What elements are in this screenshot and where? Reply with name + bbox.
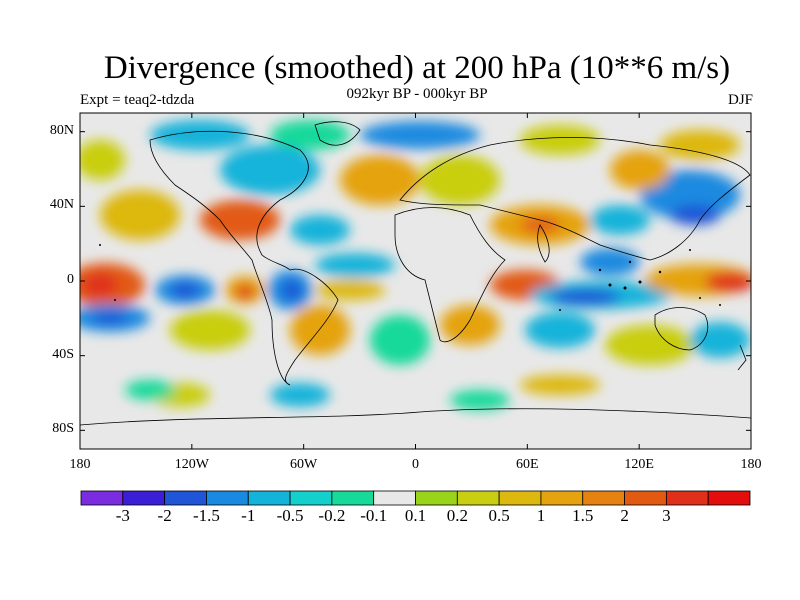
colorbar-swatch xyxy=(582,490,625,506)
colorbar-label: -3 xyxy=(115,506,130,525)
figure-title: Divergence (smoothed) at 200 hPa (10**6 … xyxy=(103,50,731,86)
y-tick-label: 0 xyxy=(67,272,74,287)
y-tick-label: 80N xyxy=(49,122,74,138)
colorbar-label: -1 xyxy=(241,506,256,525)
colorbar-label: 0.5 xyxy=(488,506,510,525)
colorbar-label: -2 xyxy=(157,506,172,525)
figure-subtitle: 092kyr BP - 000kyr BP xyxy=(346,86,488,102)
colorbar-label: 1.5 xyxy=(572,506,594,525)
x-tick-label: 120E xyxy=(624,457,654,472)
x-axis-ticks xyxy=(79,113,752,449)
colorbar-label: 0.2 xyxy=(446,506,468,525)
x-tick-label: 180 xyxy=(740,457,762,472)
colorbar-swatch xyxy=(665,490,709,506)
colorbar xyxy=(80,490,751,506)
colorbar-swatch xyxy=(456,490,500,506)
colorbar-swatch xyxy=(206,490,249,506)
colorbar-swatch xyxy=(707,490,751,506)
season-label: DJF xyxy=(727,92,753,108)
experiment-label: Expt = teaq2-tdzda xyxy=(80,92,195,108)
colorbar-label: 3 xyxy=(662,506,671,525)
x-tick-label: 180 xyxy=(69,457,91,472)
colorbar-swatch xyxy=(373,490,416,506)
colorbar-label: -0.2 xyxy=(318,506,346,525)
colorbar-label: -0.1 xyxy=(360,506,388,525)
colorbar-label: 1 xyxy=(536,506,546,525)
colorbar-swatch xyxy=(331,490,375,506)
colorbar-swatch xyxy=(247,490,291,506)
colorbar-label: -1.5 xyxy=(192,506,220,525)
y-tick-label: 40N xyxy=(49,197,74,213)
x-tick-label: 0 xyxy=(412,457,419,472)
y-tick-label: 40S xyxy=(52,346,74,362)
coastlines xyxy=(80,121,751,426)
colorbar-swatch xyxy=(164,490,207,506)
y-axis-ticks xyxy=(80,131,751,431)
colorbar-swatch xyxy=(415,490,458,506)
colorbar-label: -0.5 xyxy=(276,506,304,525)
colorbar-swatch xyxy=(289,490,333,506)
colorbar-swatch xyxy=(498,490,542,506)
colorbar-swatch xyxy=(122,490,166,506)
colorbar-label: 2 xyxy=(620,506,629,525)
divergence-field xyxy=(80,120,751,410)
x-tick-label: 60W xyxy=(290,457,318,472)
colorbar-swatch xyxy=(80,490,124,506)
y-tick-label: 80S xyxy=(52,421,74,437)
colorbar-swatch xyxy=(540,490,584,506)
x-tick-label: 60E xyxy=(516,457,539,472)
colorbar-label: 0.1 xyxy=(404,506,427,525)
colorbar-swatch xyxy=(624,490,667,506)
island-markers xyxy=(99,244,721,311)
x-tick-label: 120W xyxy=(174,457,209,472)
